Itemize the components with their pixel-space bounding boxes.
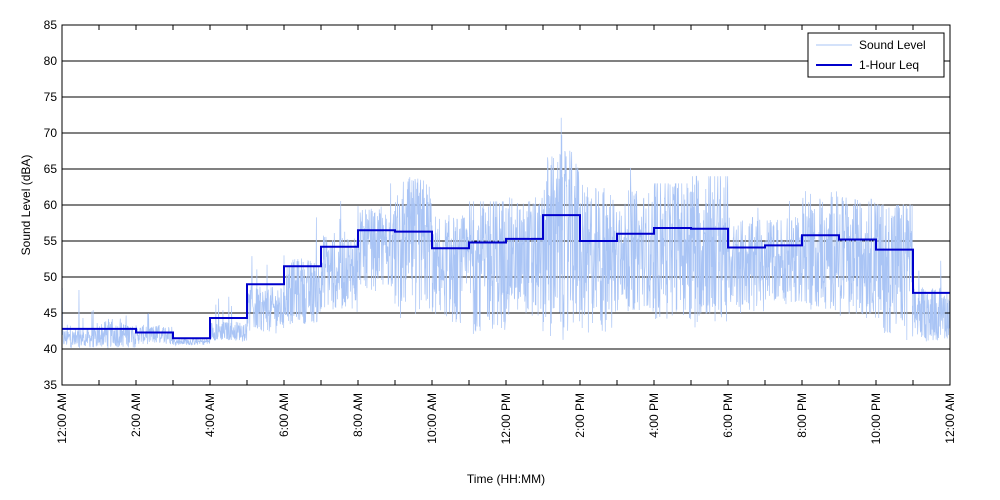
x-axis-ticks: 12:00 AM 2:00 AM 4:00 AM 6:00 AM 8:00 AM 10:0… bbox=[55, 25, 957, 444]
legend: Sound Level 1-Hour Leq bbox=[807, 32, 945, 78]
x-tick-label: 12:00 AM bbox=[943, 393, 957, 444]
y-tick-label: 65 bbox=[44, 162, 58, 176]
leq-series bbox=[62, 214, 950, 340]
y-tick-label: 70 bbox=[44, 126, 58, 140]
y-tick-label: 45 bbox=[44, 306, 58, 320]
y-tick-label: 55 bbox=[44, 234, 58, 248]
x-tick-label: 6:00 AM bbox=[277, 393, 291, 437]
legend-label-leq: 1-Hour Leq bbox=[859, 58, 919, 72]
x-axis-title: Time (HH:MM) bbox=[467, 472, 545, 486]
leq-step-line bbox=[62, 214, 950, 340]
x-tick-label: 8:00 PM bbox=[795, 393, 809, 438]
y-tick-label: 50 bbox=[44, 270, 58, 284]
x-tick-label: 4:00 PM bbox=[647, 393, 661, 438]
legend-label-sound-level: Sound Level bbox=[859, 38, 926, 52]
y-tick-label: 40 bbox=[44, 342, 58, 356]
y-axis-title: Sound Level (dBA) bbox=[19, 155, 33, 256]
x-tick-label: 2:00 PM bbox=[573, 393, 587, 438]
y-tick-label: 75 bbox=[44, 90, 58, 104]
x-tick-label: 6:00 PM bbox=[721, 393, 735, 438]
x-tick-label: 8:00 AM bbox=[351, 393, 365, 437]
legend-box bbox=[807, 32, 945, 78]
x-tick-label: 12:00 AM bbox=[55, 393, 69, 444]
y-tick-label: 85 bbox=[44, 18, 58, 32]
x-tick-label: 10:00 AM bbox=[425, 393, 439, 444]
y-tick-label: 60 bbox=[44, 198, 58, 212]
x-tick-label: 12:00 PM bbox=[499, 393, 513, 444]
x-tick-label: 10:00 PM bbox=[869, 393, 883, 444]
y-axis-ticks: 35 40 45 50 55 60 65 70 75 80 85 bbox=[44, 18, 950, 392]
x-tick-label: 2:00 AM bbox=[129, 393, 143, 437]
y-tick-label: 80 bbox=[44, 54, 58, 68]
y-tick-label: 35 bbox=[44, 378, 58, 392]
x-tick-label: 4:00 AM bbox=[203, 393, 217, 437]
